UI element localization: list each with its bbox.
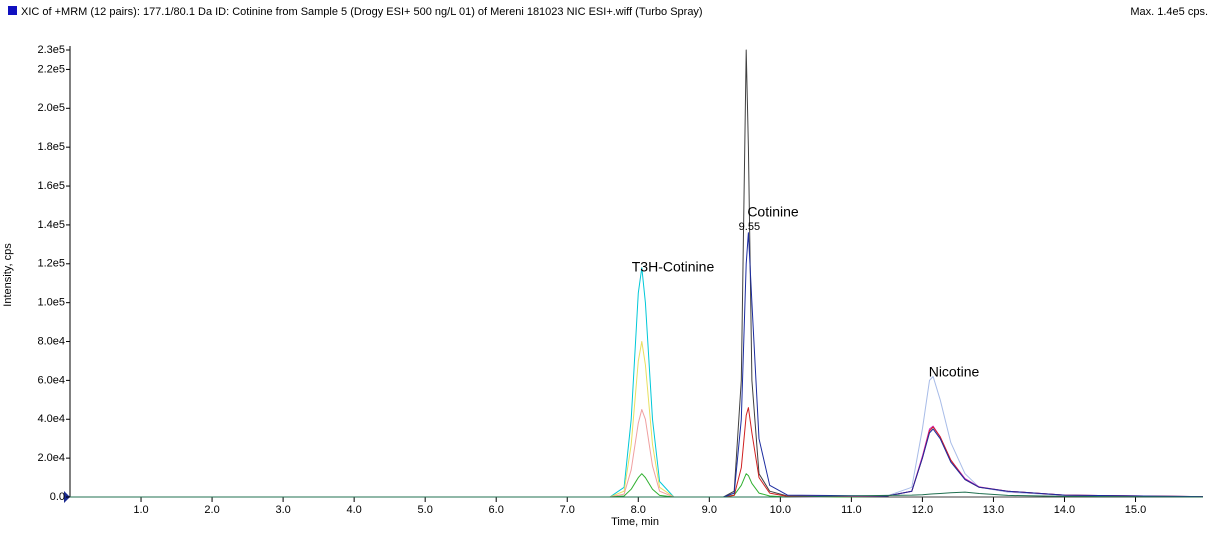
y-tick-label: 2.0e4 [37,452,65,464]
peak-annotation: T3H-Cotinine [632,259,715,275]
x-axis-title: Time, min [611,516,659,528]
y-tick-label: 1.6e5 [37,180,65,192]
apex-time-label: 9.55 [739,221,760,233]
y-tick-label: 1.2e5 [37,258,65,270]
trace-line [70,341,1203,498]
y-axis-title: Intensity, cps [2,243,14,307]
y-tick-label: 2.2e5 [37,63,65,75]
x-tick-label: 13.0 [983,504,1004,516]
peak-annotation: Nicotine [929,364,980,380]
x-tick-label: 11.0 [841,504,862,516]
x-tick-label: 7.0 [560,504,575,516]
trace-marker [8,6,17,15]
x-tick-label: 12.0 [912,504,933,516]
x-tick-label: 4.0 [346,504,361,516]
chart-title: XIC of +MRM (12 pairs): 177.1/80.1 Da ID… [21,6,703,18]
max-label: Max. 1.4e5 cps. [1130,6,1208,18]
y-tick-label: 1.8e5 [37,141,65,153]
x-tick-label: 3.0 [275,504,290,516]
peak-annotation: Cotinine [747,204,799,220]
x-tick-label: 1.0 [133,504,148,516]
x-tick-label: 14.0 [1054,504,1075,516]
trace-line [70,491,1204,498]
x-tick-label: 6.0 [489,504,504,516]
x-tick-label: 10.0 [770,504,791,516]
x-tick-label: 2.0 [204,504,219,516]
trace-line [70,409,1203,498]
y-tick-label: 2.3e5 [37,44,65,56]
x-tick-label: 8.0 [631,504,646,516]
y-tick-label: 1.0e5 [37,297,65,309]
trace-line [70,407,1204,498]
y-tick-label: 6.0e4 [37,374,65,386]
x-tick-label: 9.0 [702,504,717,516]
x-tick-label: 5.0 [418,504,433,516]
y-tick-label: 4.0e4 [37,413,65,425]
x-tick-label: 15.0 [1125,504,1146,516]
y-tick-label: 1.4e5 [37,219,65,231]
y-tick-label: 8.0e4 [37,335,65,347]
y-tick-label: 0.0 [50,491,65,503]
y-tick-label: 2.0e5 [37,102,65,114]
